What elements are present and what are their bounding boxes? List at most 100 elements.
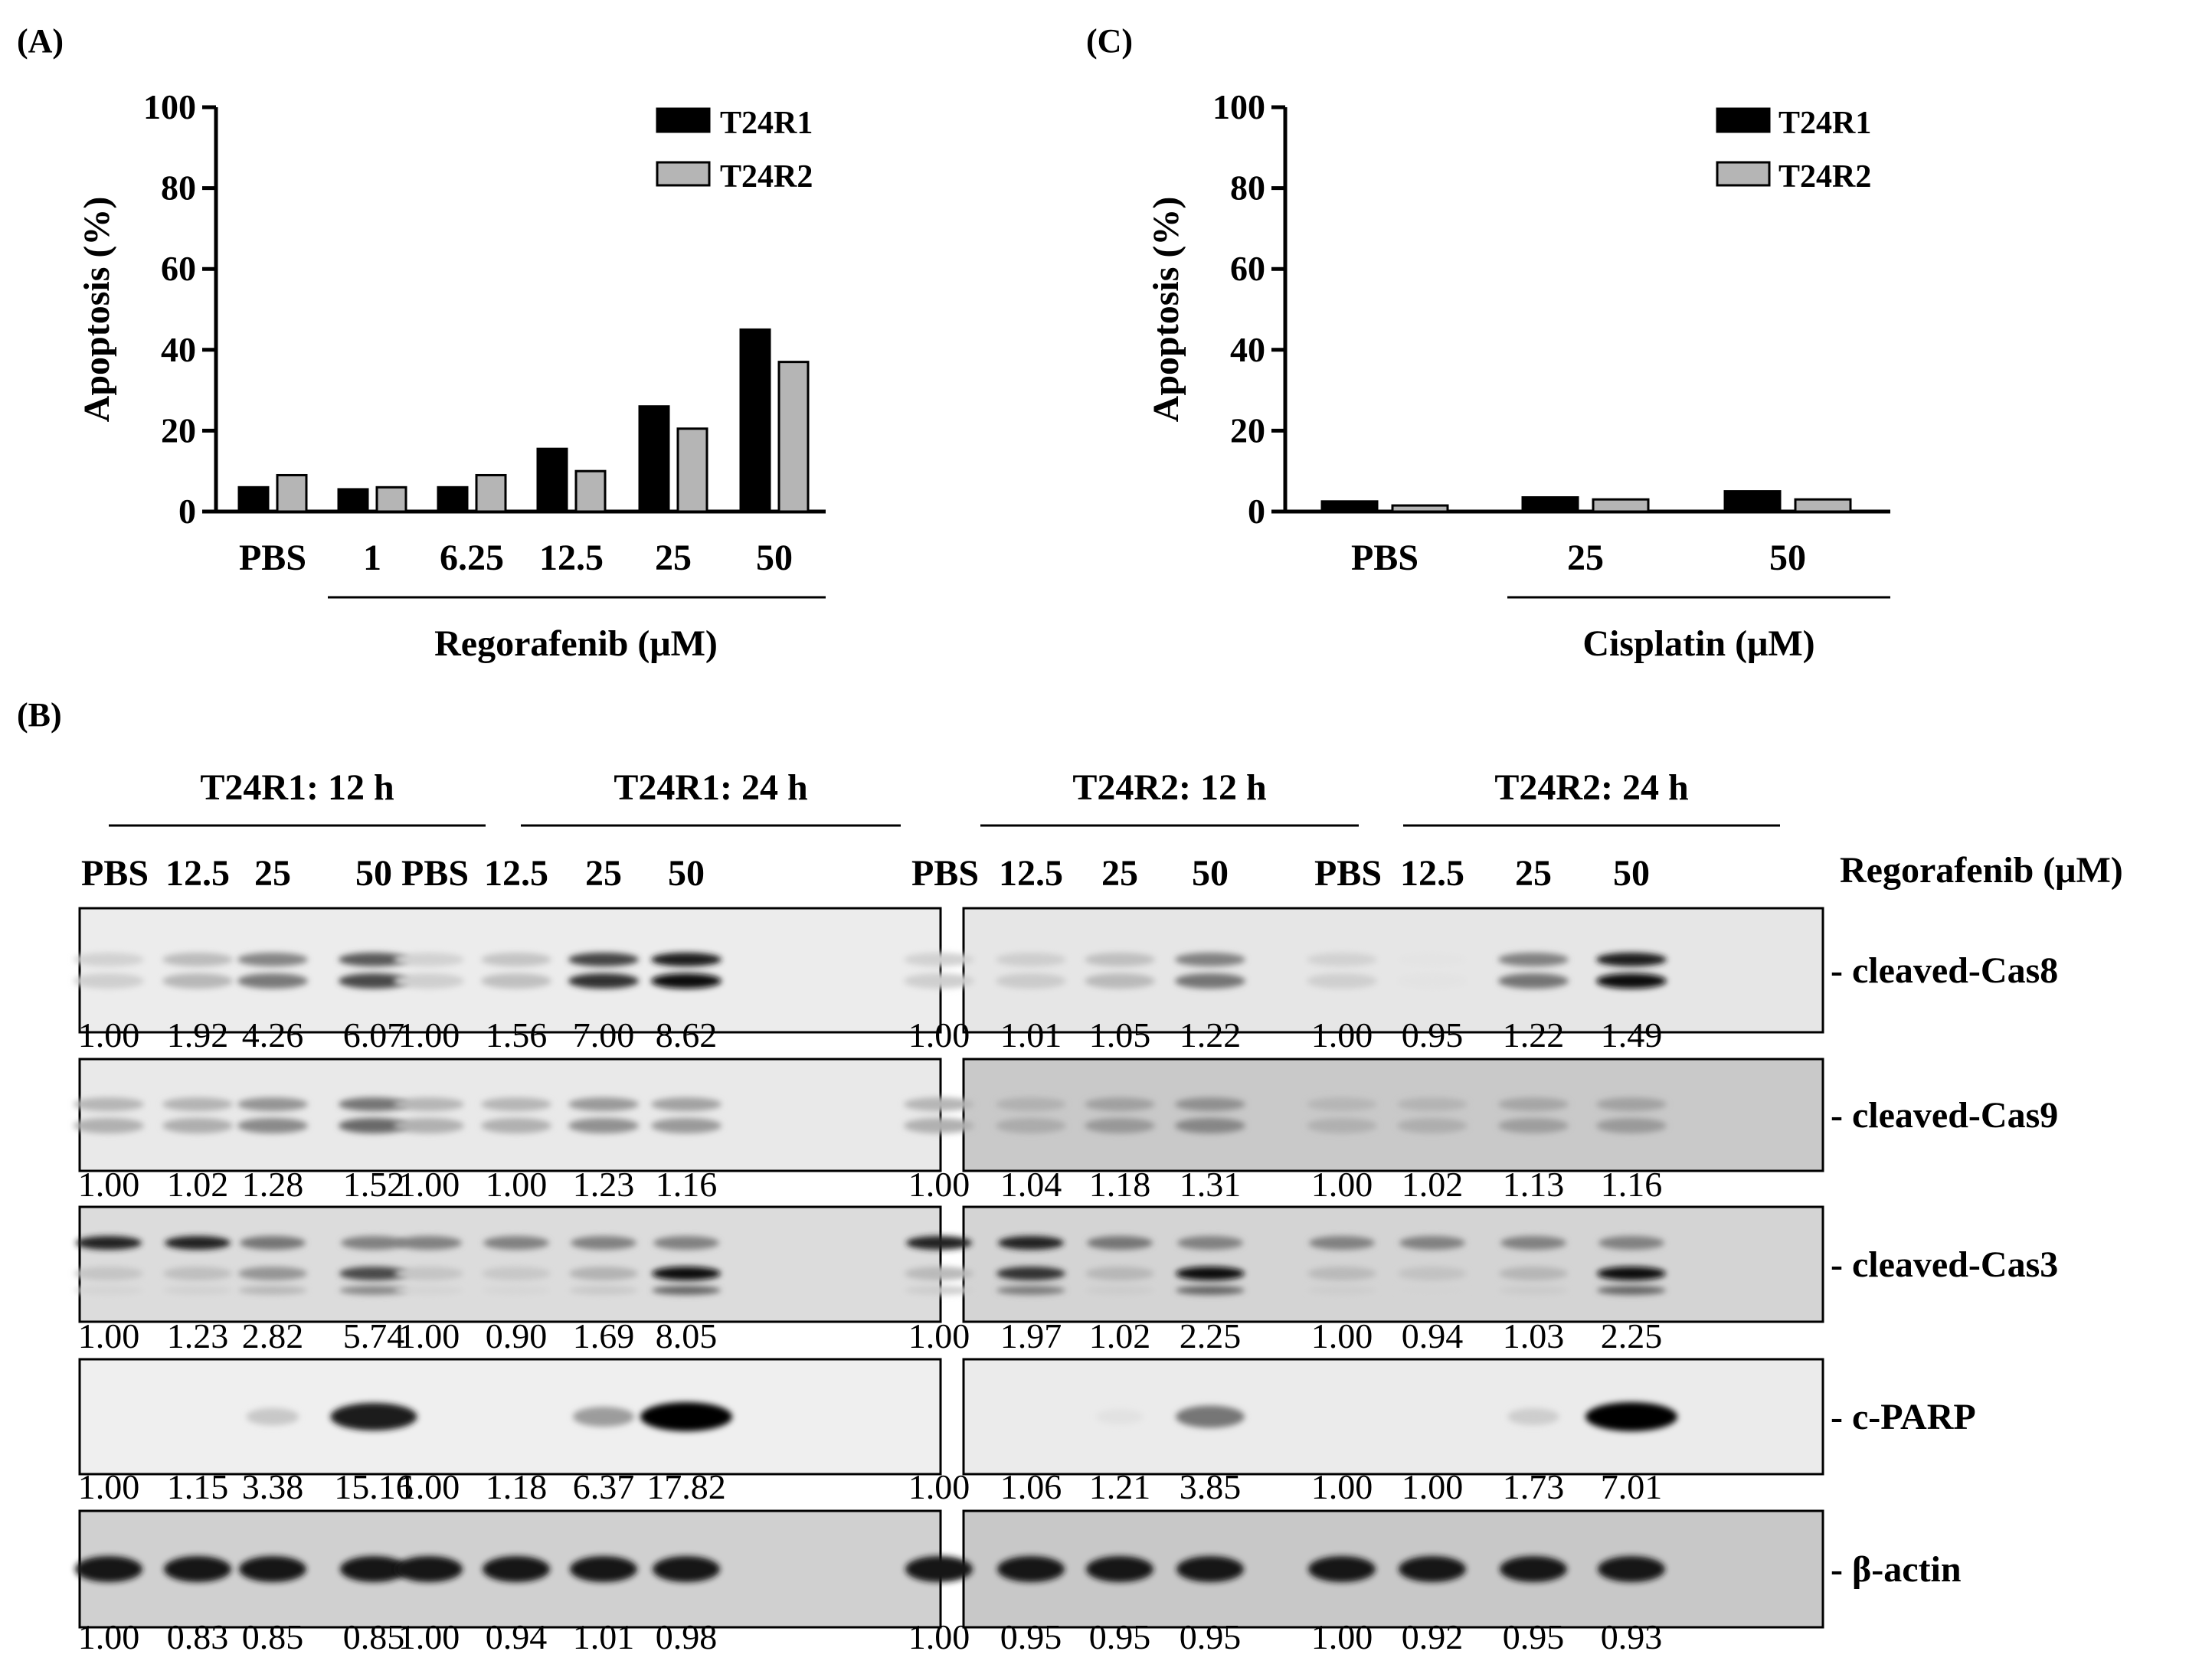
wb-quant-value: 1.97 [1000,1316,1062,1355]
wb-quant-value: 15.16 [334,1467,414,1506]
wb-band [651,953,722,966]
wb-lane-label: 25 [585,853,622,894]
wb-blot-frame [78,907,942,1034]
wb-band [1085,1097,1155,1111]
wb-quant-value: 1.22 [1503,1015,1565,1054]
wb-band [237,973,308,989]
wb-row-label-c-parp: - c-PARP [1831,1397,1976,1437]
wb-band [162,953,233,966]
wb-quant-value: 6.37 [573,1467,635,1506]
wb-band [1176,1556,1244,1582]
wb-quant-value: 1.00 [1402,1467,1464,1506]
wb-lane-label: 25 [1515,853,1552,894]
wb-blot-frame [78,1205,942,1323]
wb-band [239,1556,306,1582]
wb-band [394,1118,464,1133]
wb-band [1498,1097,1569,1111]
wb-quant-value: 1.00 [908,1165,970,1204]
chart-c-bar-t24r2-25 [1592,498,1650,513]
wb-quant-value: 1.00 [78,1165,140,1204]
chart-c-ytick-label: 0 [1248,492,1265,531]
wb-band [1085,1286,1154,1295]
wb-quant-value: 8.62 [656,1015,718,1054]
wb-row-label-actin: - β-actin [1831,1549,1962,1590]
wb-treatment-label: Regorafenib (μM) [1840,850,2123,891]
chart-a-bar-t24r1-pbs [237,486,270,513]
wb-quant-value: 0.95 [1089,1617,1151,1656]
chart-a-legend-label-t24r2: T24R2 [720,159,813,195]
chart-c-ytick-label: 20 [1230,410,1265,450]
wb-band [339,1118,409,1133]
wb-band [1085,973,1155,989]
wb-quant-value: 1.16 [656,1165,718,1204]
wb-quant-value: 1.28 [242,1165,304,1204]
wb-band [1087,1236,1153,1250]
wb-quant-value: 1.02 [167,1165,229,1204]
wb-band [653,1236,719,1250]
wb-band [998,1236,1064,1250]
chart-c-xtick-label: PBS [1351,538,1418,578]
wb-band [905,1286,973,1295]
wb-band [74,973,144,989]
chart-c-legend-swatch-t24r1 [1716,107,1771,133]
wb-band [339,1286,408,1295]
wb-quant-value: 1.00 [78,1617,140,1656]
chart-c-ytick-label: 100 [1212,87,1265,126]
wb-band [339,1267,408,1280]
chart-a-xtick-label: 1 [363,538,381,578]
wb-band [1175,953,1245,966]
wb-quant-value: 0.83 [167,1617,229,1656]
wb-quant-value: 1.00 [78,1015,140,1054]
wb-quant-value: 5.74 [343,1316,405,1355]
chart-c-xlabel: Cisplatin (μM) [1582,623,1814,664]
wb-blot-frame [962,1058,1824,1172]
wb-band [162,973,233,989]
chart-a-xtick-label: 6.25 [440,538,504,578]
wb-band [1308,1556,1376,1582]
wb-band [1176,1267,1245,1280]
wb-band [1307,1286,1376,1295]
wb-lane-label: 12.5 [1400,853,1464,894]
panel-label-a: (A) [17,22,64,60]
wb-band [1085,953,1155,966]
wb-band [1397,1118,1468,1133]
wb-quant-value: 1.00 [398,1617,460,1656]
wb-band [394,1097,464,1111]
wb-quant-value: 8.05 [656,1316,718,1355]
wb-quant-value: 1.06 [1000,1467,1062,1506]
wb-band [1500,1236,1566,1250]
wb-band [74,1097,144,1111]
wb-band [394,1267,463,1280]
wb-lane-label: 12.5 [999,853,1063,894]
wb-band [1085,1118,1155,1133]
wb-quant-value: 0.92 [1402,1617,1464,1656]
wb-quant-value: 1.00 [398,1467,460,1506]
wb-band [996,1118,1066,1133]
wb-band [1095,1408,1144,1425]
wb-quant-value: 1.18 [1089,1165,1151,1204]
wb-band [1499,1286,1568,1295]
wb-band [74,1286,143,1295]
wb-quant-value: 2.25 [1601,1316,1663,1355]
wb-quant-value: 1.00 [908,1316,970,1355]
wb-band [572,1406,635,1427]
wb-band [570,1556,637,1582]
wb-band [394,1286,463,1295]
wb-band [74,953,144,966]
wb-band [568,953,639,966]
chart-a-bar-t24r2-50 [777,361,810,513]
wb-quant-value: 17.82 [646,1467,726,1506]
wb-band [481,973,551,989]
chart-c-xtick-label: 50 [1769,538,1806,578]
wb-band [1585,1402,1677,1431]
chart-a-bar-t24r2-1 [375,486,407,513]
wb-band [652,1286,721,1295]
wb-band [1397,973,1468,989]
wb-quant-value: 0.94 [486,1617,548,1656]
wb-lane-label: PBS [1314,853,1382,894]
wb-band [1397,953,1468,966]
wb-band [1177,1236,1243,1250]
chart-a-ytick-label: 40 [161,330,196,369]
wb-lane-label: 25 [1101,853,1138,894]
chart-a-xtick-label: PBS [239,538,306,578]
